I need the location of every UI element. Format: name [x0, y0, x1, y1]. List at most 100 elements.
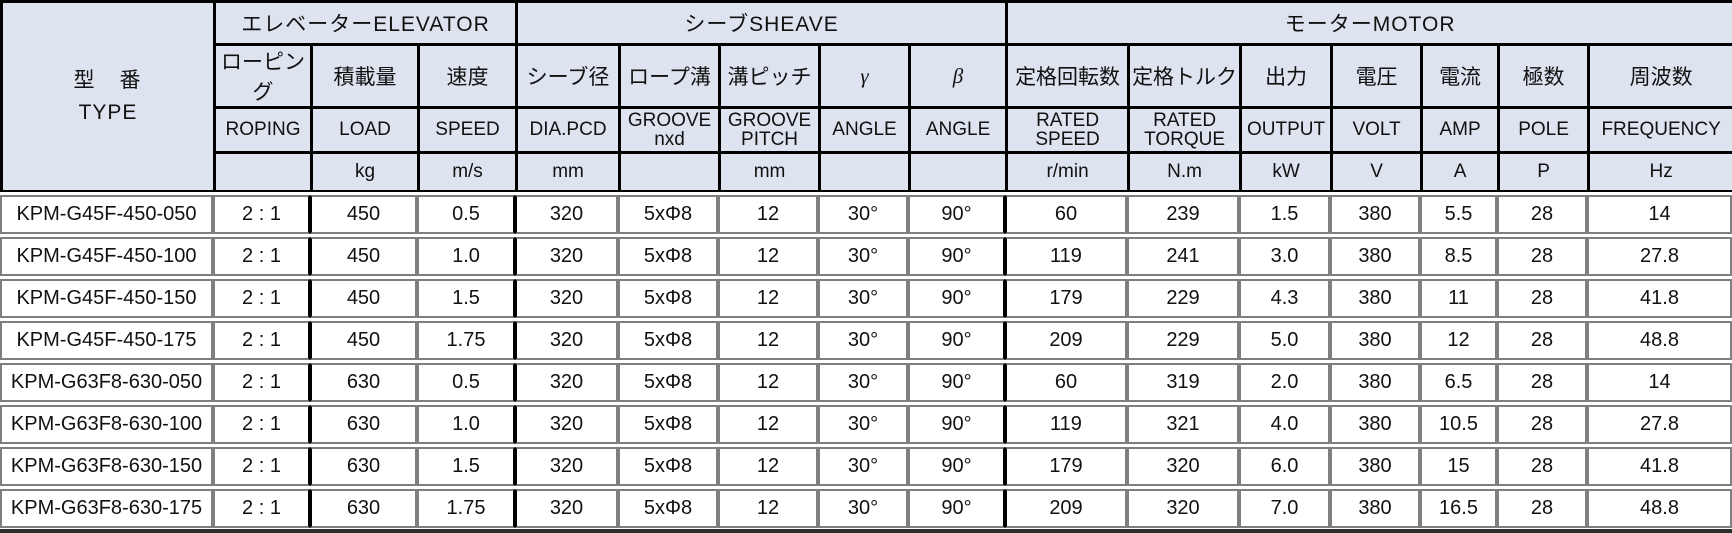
value-cell: 320 [515, 195, 618, 234]
value-cell: 30° [818, 363, 908, 402]
value-cell: 320 [515, 321, 618, 360]
value-cell: 48.8 [1587, 489, 1732, 528]
value-cell: 27.8 [1587, 405, 1732, 444]
value-cell: 1.5 [1239, 195, 1330, 234]
column-header-en: RATED SPEED [1005, 106, 1131, 154]
value-cell: 15 [1420, 447, 1497, 486]
value-cell: 90° [908, 405, 1005, 444]
value-cell: 90° [908, 237, 1005, 276]
value-cell: 1.75 [417, 321, 515, 360]
column-header-ja: ローピング [213, 43, 313, 109]
value-cell: 2 : 1 [213, 237, 310, 276]
value-cell: 4.0 [1239, 405, 1330, 444]
column-header-en: RATED TORQUE [1127, 106, 1243, 154]
value-cell: 6.0 [1239, 447, 1330, 486]
value-cell: 90° [908, 279, 1005, 318]
value-cell: 1.0 [417, 237, 515, 276]
value-cell: 380 [1330, 405, 1420, 444]
column-header-ja: 速度 [416, 43, 519, 109]
value-cell: 10.5 [1420, 405, 1497, 444]
column-header-en: POLE [1497, 106, 1591, 154]
value-cell: 5xΦ8 [618, 321, 718, 360]
table-row: KPM-G45F-450-175 2 : 1 450 1.75 320 5xΦ8 12 30°… [0, 321, 1732, 360]
value-cell: 41.8 [1587, 447, 1732, 486]
value-cell: 5xΦ8 [618, 195, 718, 234]
value-cell: 4.3 [1239, 279, 1330, 318]
value-cell: 119 [1005, 237, 1127, 276]
column-unit: kW [1239, 151, 1334, 193]
value-cell: 30° [818, 405, 908, 444]
value-cell: 12 [718, 363, 818, 402]
value-cell: 119 [1005, 405, 1127, 444]
value-cell: 8.5 [1420, 237, 1497, 276]
value-cell: 30° [818, 489, 908, 528]
column-header-en: AMP [1420, 106, 1501, 154]
column-unit: r/min [1005, 151, 1131, 193]
value-cell: 179 [1005, 447, 1127, 486]
value-cell: 209 [1005, 321, 1127, 360]
column-header-ja: 電圧 [1330, 43, 1424, 109]
value-cell: 2 : 1 [213, 195, 310, 234]
value-cell: 241 [1127, 237, 1239, 276]
value-cell: 2 : 1 [213, 279, 310, 318]
value-cell: 319 [1127, 363, 1239, 402]
value-cell: 450 [310, 321, 417, 360]
value-cell: 320 [515, 279, 618, 318]
value-cell: 28 [1497, 321, 1587, 360]
column-header-ja: 定格回転数 [1005, 43, 1131, 109]
value-cell: 1.5 [417, 279, 515, 318]
column-header-en: FREQUENCY [1587, 106, 1732, 154]
model-cell: KPM-G45F-450-100 [0, 237, 213, 276]
value-cell: 12 [1420, 321, 1497, 360]
value-cell: 0.5 [417, 363, 515, 402]
column-header-ja: 定格トルク [1127, 43, 1243, 109]
value-cell: 320 [515, 489, 618, 528]
column-unit: N.m [1127, 151, 1243, 193]
value-cell: 320 [515, 363, 618, 402]
value-cell: 14 [1587, 363, 1732, 402]
column-header-en: ANGLE [818, 106, 912, 154]
value-cell: 60 [1005, 195, 1127, 234]
value-cell: 239 [1127, 195, 1239, 234]
column-header-en: ROPING [213, 106, 313, 154]
value-cell: 1.0 [417, 405, 515, 444]
column-header-en: VOLT [1330, 106, 1424, 154]
table-row: KPM-G63F8-630-100 2 : 1 630 1.0 320 5xΦ8 12 30°… [0, 405, 1732, 444]
group-header-elevator: エレベーターELEVATOR [212, 0, 519, 46]
type-header-en: TYPE [78, 100, 138, 124]
value-cell: 229 [1127, 279, 1239, 318]
spec-table-body: KPM-G45F-450-050 2 : 1 450 0.5 320 5xΦ8 12 30° 9… [0, 192, 1732, 531]
value-cell: 28 [1497, 279, 1587, 318]
value-cell: 209 [1005, 489, 1127, 528]
value-cell: 28 [1497, 363, 1587, 402]
column-header-en: GROOVE PITCH [718, 106, 822, 154]
value-cell: 12 [718, 279, 818, 318]
column-header-ja: 周波数 [1587, 43, 1732, 109]
column-unit: mm [718, 151, 822, 193]
value-cell: 630 [310, 405, 417, 444]
column-header-en: DIA.PCD [515, 106, 622, 154]
value-cell: 179 [1005, 279, 1127, 318]
value-cell: 380 [1330, 489, 1420, 528]
column-unit: V [1330, 151, 1424, 193]
model-cell: KPM-G45F-450-150 [0, 279, 213, 318]
value-cell: 28 [1497, 405, 1587, 444]
table-row: KPM-G45F-450-150 2 : 1 450 1.5 320 5xΦ8 12 30° 9… [0, 279, 1732, 318]
value-cell: 12 [718, 195, 818, 234]
value-cell: 6.5 [1420, 363, 1497, 402]
model-cell: KPM-G63F8-630-050 [0, 363, 213, 402]
value-cell: 28 [1497, 237, 1587, 276]
column-header-en: ANGLE [908, 106, 1009, 154]
column-header-en: GROOVE nxd [618, 106, 722, 154]
column-unit: mm [515, 151, 622, 193]
group-header-motor: モーターMOTOR [1005, 0, 1732, 46]
value-cell: 320 [1127, 447, 1239, 486]
value-cell: 320 [1127, 489, 1239, 528]
column-unit: A [1420, 151, 1501, 193]
value-cell: 28 [1497, 447, 1587, 486]
table-row: KPM-G63F8-630-150 2 : 1 630 1.5 320 5xΦ8 12 30°… [0, 447, 1732, 486]
value-cell: 320 [515, 405, 618, 444]
model-cell: KPM-G63F8-630-150 [0, 447, 213, 486]
type-header-cell: 型 番 TYPE [0, 0, 216, 193]
